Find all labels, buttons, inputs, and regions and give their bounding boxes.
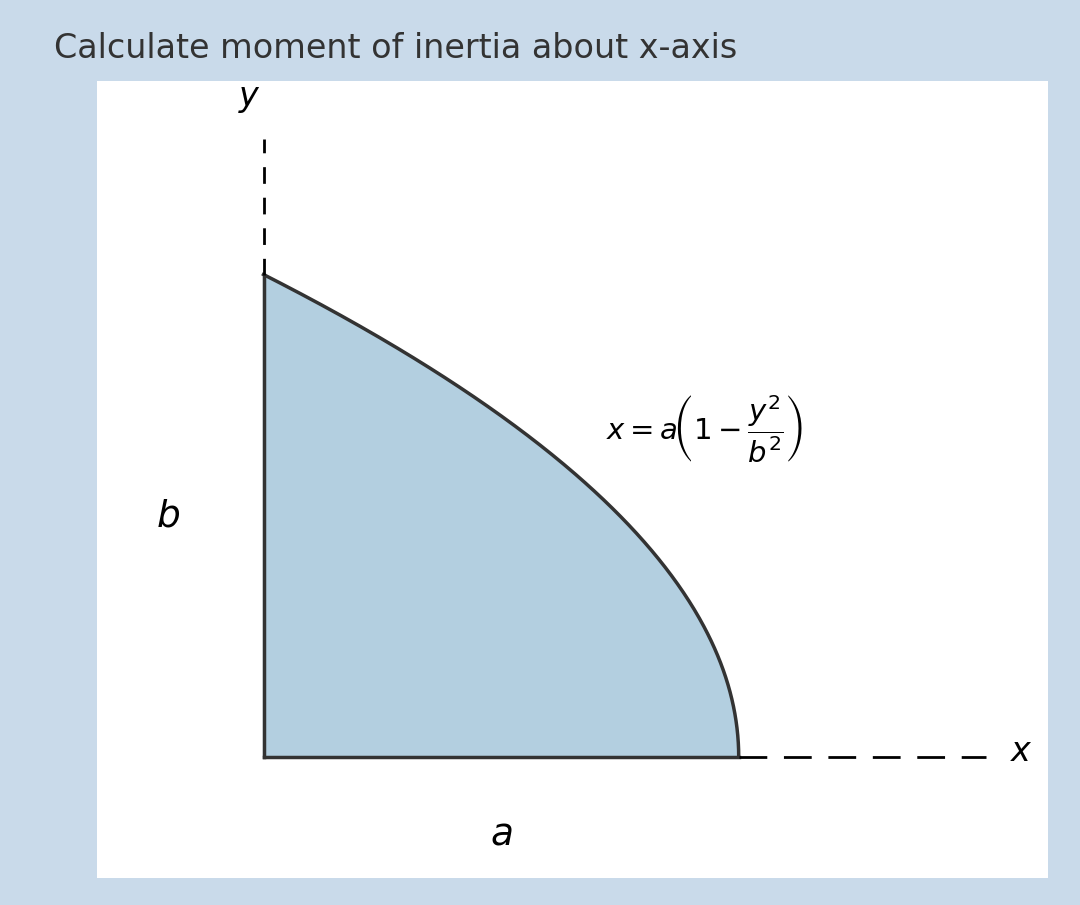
Text: Calculate moment of inertia about x-axis: Calculate moment of inertia about x-axis <box>54 32 738 64</box>
Text: $x$: $x$ <box>1010 737 1032 768</box>
Text: $a$: $a$ <box>490 816 512 853</box>
Text: $y$: $y$ <box>238 83 260 115</box>
Text: $b$: $b$ <box>157 498 180 534</box>
Polygon shape <box>264 274 739 757</box>
Text: $x = a\!\left(1 - \dfrac{y^2}{b^2}\right)$: $x = a\!\left(1 - \dfrac{y^2}{b^2}\right… <box>606 394 802 464</box>
